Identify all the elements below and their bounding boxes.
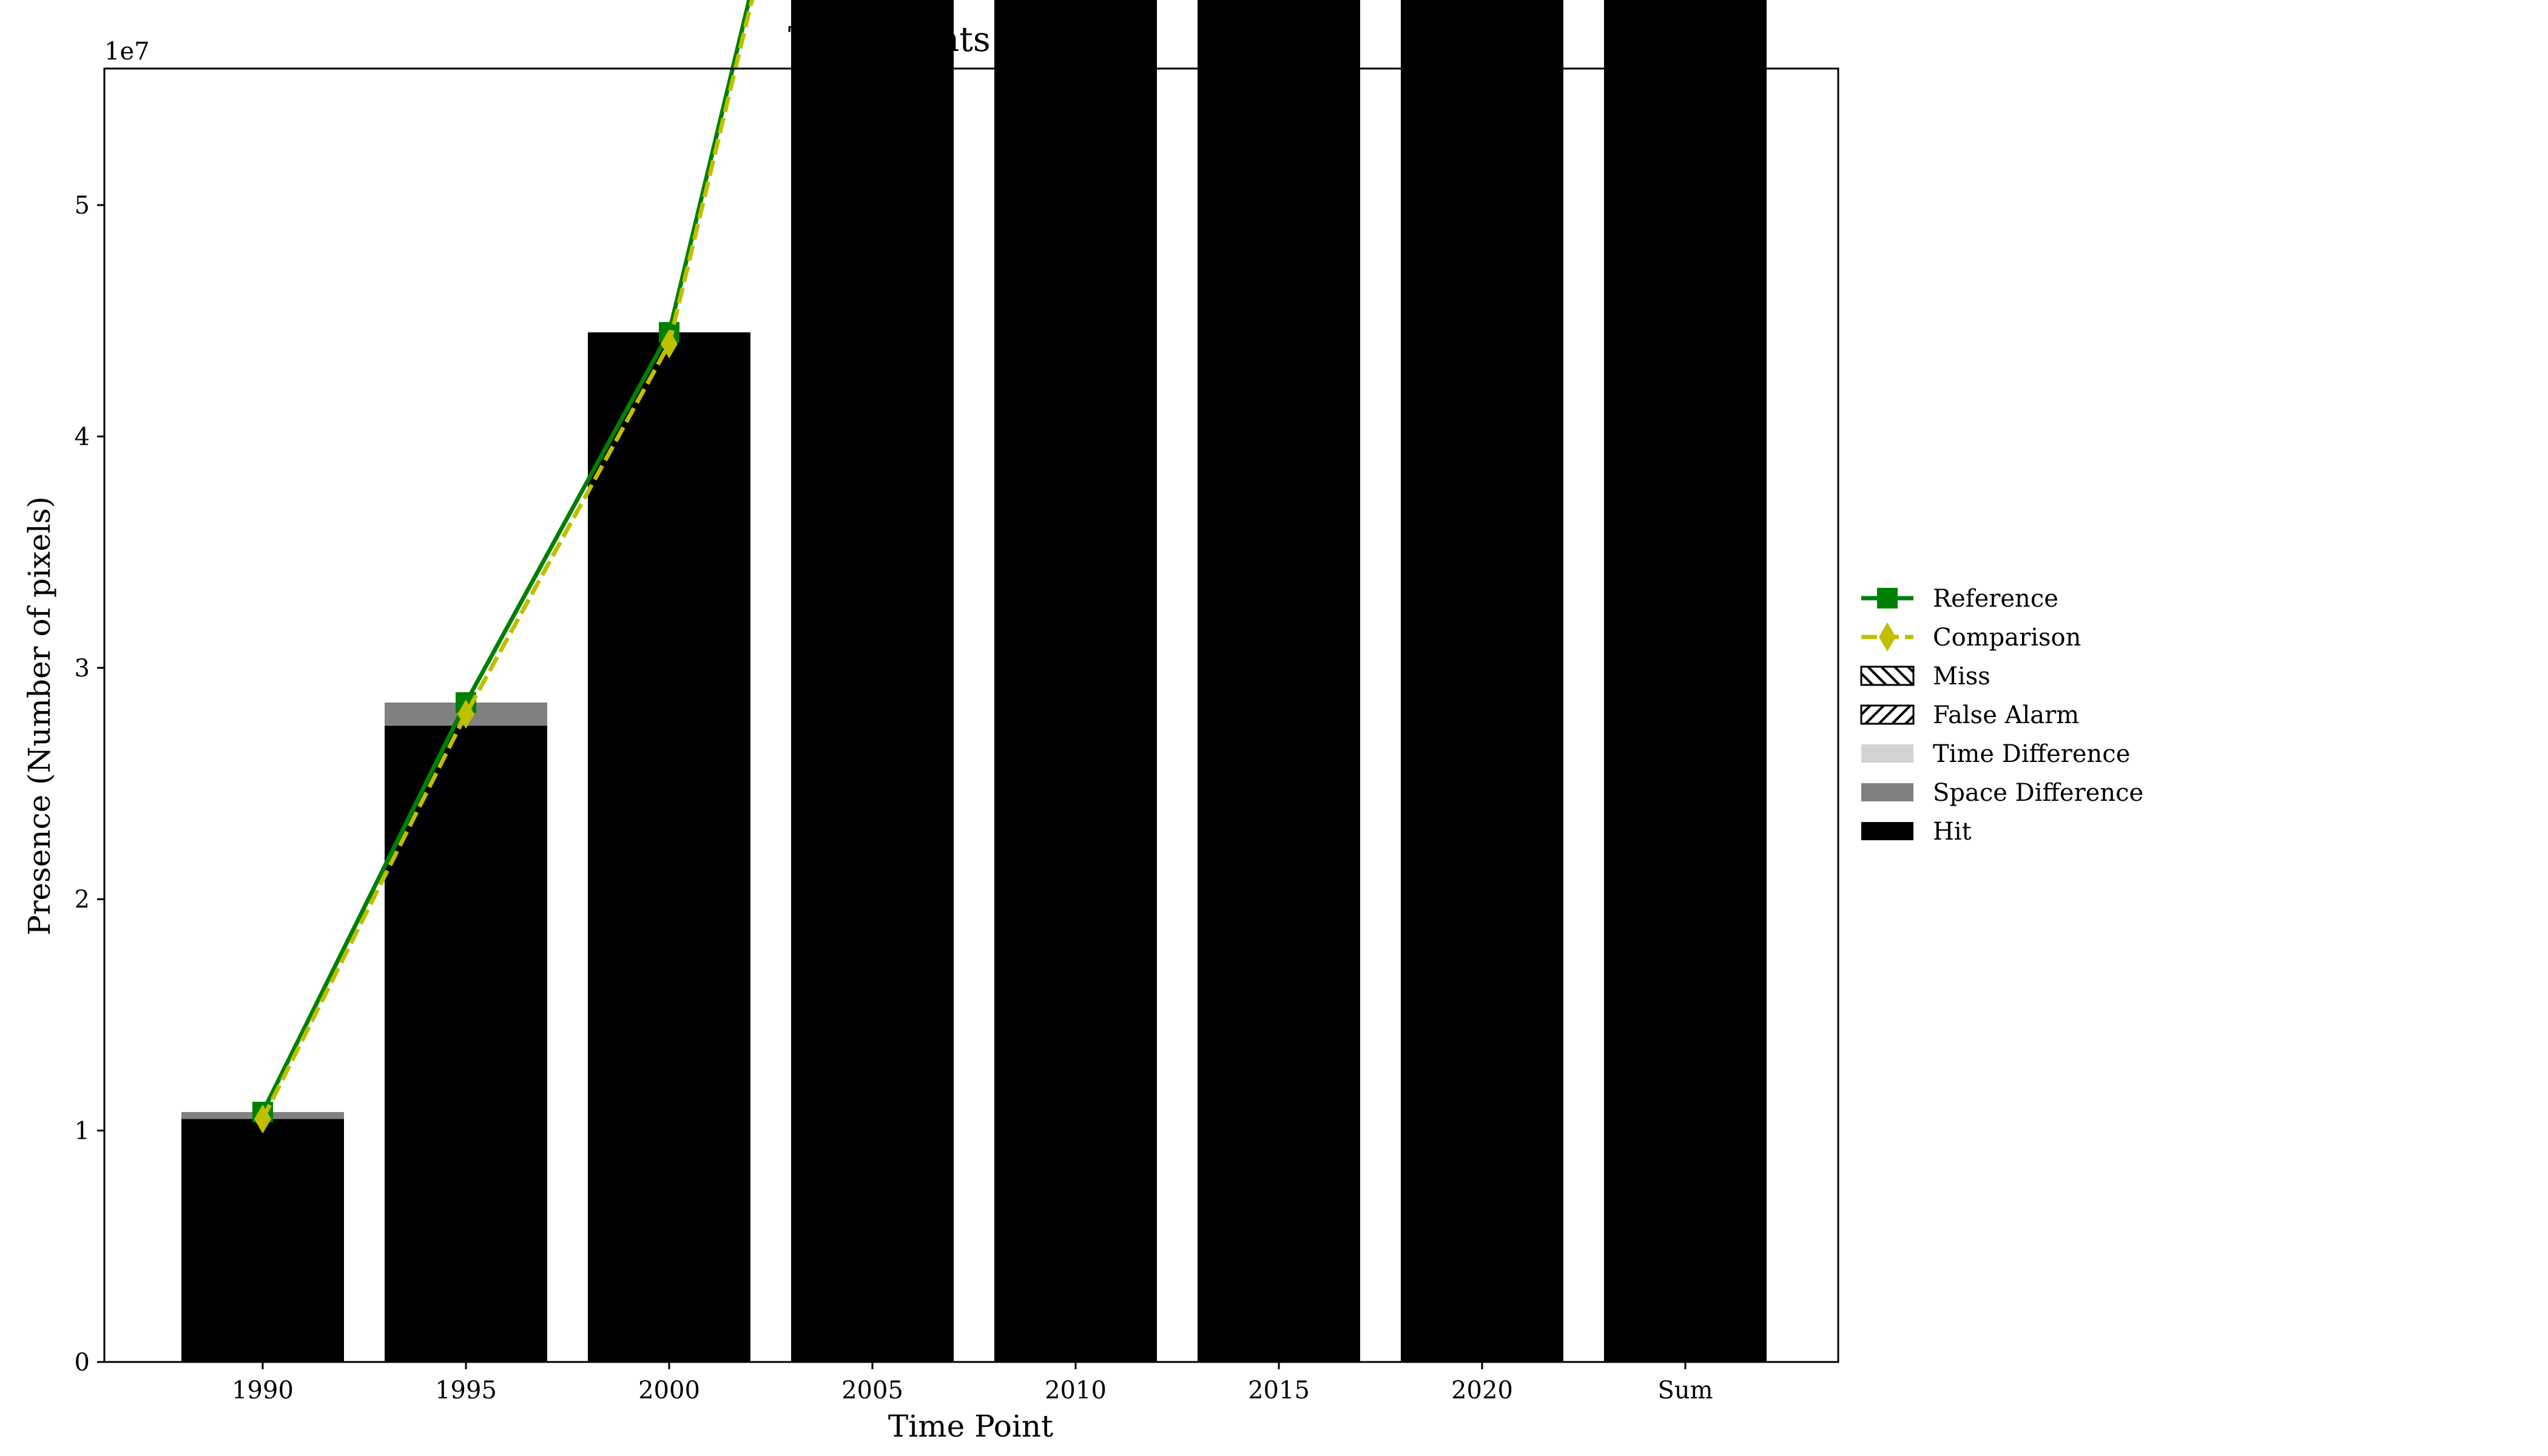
x-tick-label: 2000 <box>638 1377 700 1404</box>
bar-hit-1995 <box>385 726 547 1362</box>
marker-comparison-1990 <box>254 1104 271 1134</box>
lines-layer <box>252 0 755 1134</box>
legend-label-false-alarm: False Alarm <box>1933 701 2079 729</box>
legend-marker-reference <box>1877 588 1898 608</box>
bar-hit-2010 <box>994 0 1157 1362</box>
y-tick-label: 2 <box>75 886 90 914</box>
legend-swatch-hit <box>1861 822 1913 840</box>
bars-layer <box>181 0 1767 1363</box>
bar-hit-sum <box>1604 0 1767 1362</box>
x-tick-label: 2015 <box>1248 1377 1310 1404</box>
x-tick-label: Sum <box>1657 1377 1713 1404</box>
legend-label-reference: Reference <box>1933 585 2058 613</box>
legend-label-hit: Hit <box>1933 818 1972 846</box>
bar-hit-2005 <box>791 0 954 1363</box>
y-tick-label: 5 <box>75 192 90 220</box>
bar-hit-2015 <box>1198 0 1360 1362</box>
legend: Reference Comparison Miss False Alarm Time D… <box>1860 585 2143 846</box>
bar-hit-2000 <box>588 332 750 1362</box>
legend-label-space-difference: Space Difference <box>1933 779 2143 807</box>
x-tick-label: 2020 <box>1451 1377 1513 1404</box>
bar-hit-1990 <box>181 1119 344 1362</box>
axes-layer: 0 1 2 3 4 5 1990 1995 2000 2005 2010 2015 2020 Sum <box>75 67 1839 1404</box>
y-tick-label: 0 <box>75 1349 90 1377</box>
y-tick-label: 3 <box>75 655 90 682</box>
plot-frame <box>103 67 1839 1363</box>
x-tick-label: 1995 <box>435 1377 497 1404</box>
y-axis-label: Presence (Number of pixels) <box>22 496 57 935</box>
x-tick-label: 1990 <box>232 1377 294 1404</box>
legend-label-time-difference: Time Difference <box>1933 740 2130 768</box>
legend-marker-comparison <box>1879 622 1896 652</box>
legend-label-comparison: Comparison <box>1933 624 2081 652</box>
x-tick-label: 2005 <box>841 1377 903 1404</box>
y-offset-text: 1e7 <box>104 38 150 66</box>
x-axis-label: Time Point <box>888 1409 1053 1444</box>
bar-hit-2020 <box>1401 0 1563 1363</box>
marker-comparison-1995 <box>457 699 474 729</box>
legend-label-miss: Miss <box>1933 662 1990 690</box>
y-tick-label: 1 <box>75 1117 90 1145</box>
y-tick-label: 4 <box>75 423 90 451</box>
marker-comparison-2000 <box>661 329 678 359</box>
legend-swatch-time-difference <box>1861 744 1913 763</box>
legend-swatch-miss <box>1860 666 1915 686</box>
legend-swatch-space-difference <box>1861 783 1913 801</box>
legend-swatch-false-alarm <box>1860 704 1915 725</box>
x-tick-label: 2010 <box>1045 1377 1107 1404</box>
